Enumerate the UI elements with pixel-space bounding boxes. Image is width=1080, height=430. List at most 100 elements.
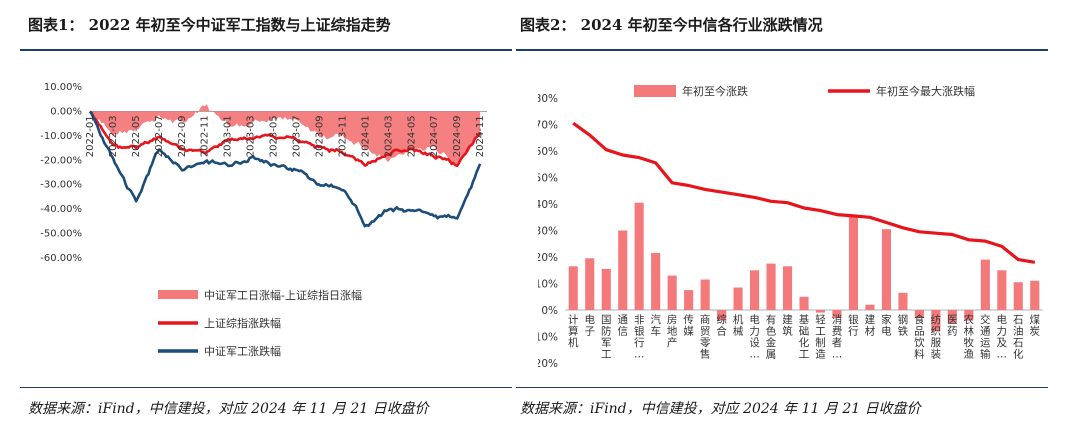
legend-label: 年初至今涨跌	[682, 84, 748, 98]
x-tick-label: 综合	[716, 313, 727, 338]
y-tick-label: -20.00%	[40, 155, 82, 166]
y-tick-label: -10.00%	[40, 131, 82, 142]
x-tick-label: 2024-07	[429, 115, 440, 157]
bar	[947, 310, 957, 324]
x-tick-label: 银行	[848, 313, 859, 338]
bar	[750, 270, 760, 311]
y-tick-label: 30%	[538, 226, 558, 238]
x-tick-label: 2022-07	[154, 115, 165, 157]
x-tick-label: 有色金属	[766, 313, 777, 361]
x-tick-label: 2022-09	[177, 115, 188, 157]
y-tick-label: -60.00%	[40, 253, 82, 264]
bar	[980, 259, 990, 310]
y-tick-label: -10%	[538, 332, 558, 344]
bar	[964, 310, 974, 321]
x-tick-label: 通信	[617, 314, 628, 338]
series-area-diff	[90, 104, 481, 165]
title-rule	[20, 49, 512, 51]
bar	[1030, 280, 1040, 310]
x-tick-label: 商贸零售	[700, 313, 711, 361]
bar	[1013, 282, 1023, 310]
x-tick-label: 国防军工	[601, 314, 612, 361]
y-tick-label: -50.00%	[40, 229, 82, 240]
x-tick-label: 传媒	[683, 314, 694, 338]
y-tick-label: -40.00%	[40, 204, 82, 215]
x-tick-label: 2024-09	[452, 115, 463, 157]
x-tick-label: 2022-11	[200, 115, 211, 157]
left-panel: 图表1： 2022 年初至今中证军工指数与上证综指走势 10.00% 0.00% -…	[0, 0, 528, 430]
x-tick-label: 2024-05	[406, 115, 417, 157]
x-tick-label: 计算机	[568, 313, 579, 349]
x-tick-label: 2023-07	[292, 115, 303, 157]
chart-title: 图表2： 2024 年初至今中信各行业涨跌情况	[520, 16, 823, 34]
bar	[865, 304, 875, 310]
x-tick-label: 2023-09	[314, 115, 325, 157]
x-tick-label: 钢铁	[898, 313, 909, 338]
x-tick-label: 轻工制造	[815, 313, 826, 361]
bar	[997, 270, 1007, 311]
bar	[717, 310, 727, 321]
y-tick-label: 50%	[538, 173, 558, 185]
y-tick-label: 10%	[538, 279, 558, 291]
bar	[585, 258, 595, 310]
source-note: 数据来源：iFind，中信建投，对应 2024 年 11 月 21 日收盘价	[28, 401, 429, 417]
y-tick-label: 40%	[538, 199, 558, 211]
bar	[832, 310, 842, 318]
x-tick-label: 建筑	[782, 313, 793, 338]
bar	[618, 230, 628, 310]
bar	[881, 229, 891, 310]
title-rule	[516, 49, 1048, 51]
x-tick-label: 2023-01	[223, 115, 234, 157]
x-tick-label: 汽车	[650, 313, 661, 338]
x-tick-label: 石油石化	[1013, 314, 1024, 361]
bar	[799, 296, 809, 311]
legend-swatch	[634, 85, 676, 97]
x-tick-label: 交通运输	[980, 313, 991, 361]
x-tick-label: 建材	[865, 313, 876, 338]
x-tick-label: 煤炭	[1030, 313, 1041, 338]
legend-label: 年初至今最大涨跌幅	[876, 84, 975, 98]
bar	[667, 275, 677, 310]
x-tick-label: 家电	[881, 313, 892, 338]
x-tick-label: 2024-01	[360, 115, 371, 157]
x-tick-label: 房地产	[667, 313, 678, 349]
bar-chart: 80% 70% 60% 50% 40% 30% 20% 10% 0% -10% -20% 计算机电子国…	[538, 84, 1043, 370]
bar	[700, 279, 710, 310]
legend-label: 上证综指涨跌幅	[204, 316, 281, 330]
series-line-military	[88, 110, 482, 228]
legend-swatch	[158, 290, 198, 299]
bar	[634, 202, 644, 310]
bar	[766, 263, 776, 310]
x-tick-label: 食品饮料	[914, 313, 925, 361]
x-tick-label: 2024-03	[383, 115, 394, 157]
y-tick-label: -30.00%	[40, 180, 82, 191]
series-line-shanghai	[89, 110, 482, 168]
x-tick-label: 农林牧渔	[964, 313, 975, 361]
x-tick-label: 2022-03	[108, 115, 119, 157]
chart-title: 图表1： 2022 年初至今中证军工指数与上证综指走势	[28, 16, 391, 34]
bar	[733, 287, 743, 310]
bar	[684, 290, 694, 310]
x-tick-label: 机械	[733, 313, 744, 338]
y-tick-label: 10.00%	[44, 82, 82, 93]
y-tick-label: 70%	[538, 120, 558, 132]
x-tick-label: 2024-11	[475, 115, 486, 157]
bar	[568, 266, 578, 310]
bar	[651, 253, 661, 310]
bar	[783, 266, 793, 310]
y-tick-label: 0%	[541, 305, 558, 317]
x-tick-label: 2022-01	[85, 115, 96, 157]
bar	[848, 214, 858, 310]
source-rule	[516, 387, 1048, 388]
x-tick-label: 2023-11	[337, 115, 348, 157]
y-tick-label: 0.00%	[50, 106, 82, 117]
x-tick-label: 纺织服装	[931, 313, 942, 361]
legend-label: 中证军工涨跌幅	[204, 344, 281, 358]
x-tick-label: 2023-05	[269, 115, 280, 157]
x-tick-label: 消费者…	[832, 313, 843, 361]
bar	[931, 310, 941, 332]
source-note: 数据来源：iFind，中信建投，对应 2024 年 11 月 21 日收盘价	[520, 401, 921, 417]
y-tick-label: 20%	[538, 252, 558, 264]
y-tick-label: -20%	[538, 358, 558, 370]
x-tick-label: 基础化工	[799, 313, 810, 361]
